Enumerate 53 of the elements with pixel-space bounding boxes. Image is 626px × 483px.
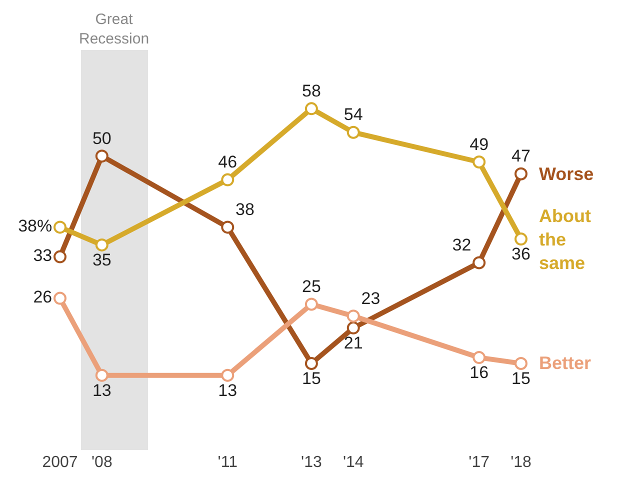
point (95, 150, 108, 163)
point (221, 220, 234, 234)
data-label: 15 (512, 369, 530, 388)
point (221, 173, 234, 186)
data-label: 36 (512, 244, 530, 264)
x-tick-label: '14 (342, 454, 364, 471)
data-label: 25 (302, 277, 321, 296)
point (514, 232, 528, 246)
data-label: 21 (344, 334, 363, 353)
data-label: 33 (33, 246, 52, 266)
data-label: 58 (302, 82, 321, 101)
point (472, 351, 486, 364)
point (514, 356, 528, 370)
data-label: 32 (452, 236, 472, 255)
data-label: 26 (33, 288, 52, 307)
point (346, 310, 360, 323)
data-label: 46 (218, 152, 238, 172)
data-label: 13 (92, 380, 112, 400)
x-tick-label: '18 (510, 454, 532, 471)
point (95, 368, 108, 382)
data-label: 15 (302, 369, 321, 388)
series-label: Worse (539, 164, 594, 184)
series-label: Better (539, 353, 592, 373)
data-label: 49 (470, 134, 489, 154)
point (95, 238, 108, 252)
x-tick-label: 2007 (42, 454, 78, 471)
series-label: About the same (539, 206, 591, 273)
data-label: 50 (92, 128, 112, 148)
point (346, 321, 360, 334)
point (54, 292, 66, 305)
point (304, 356, 318, 370)
data-label: 16 (470, 363, 489, 382)
data-label: 23 (361, 288, 380, 308)
point (54, 220, 66, 234)
point (221, 368, 234, 382)
point (346, 126, 360, 139)
band-label: Great Recession (79, 11, 150, 48)
data-label: 47 (512, 146, 530, 166)
x-tick-label: '11 (218, 454, 238, 471)
point (304, 102, 318, 116)
x-tick-label: '17 (468, 454, 490, 471)
data-label: 54 (344, 105, 363, 124)
point (54, 250, 66, 264)
data-label: 35 (92, 250, 112, 270)
x-tick-label: '13 (301, 454, 322, 471)
data-label: 38 (236, 200, 254, 220)
x-tick-label: '08 (91, 454, 112, 471)
point (472, 256, 486, 270)
point (514, 167, 528, 180)
point (472, 156, 486, 168)
data-label: 38% (18, 216, 52, 236)
point (304, 298, 318, 311)
data-label: 13 (218, 380, 238, 400)
